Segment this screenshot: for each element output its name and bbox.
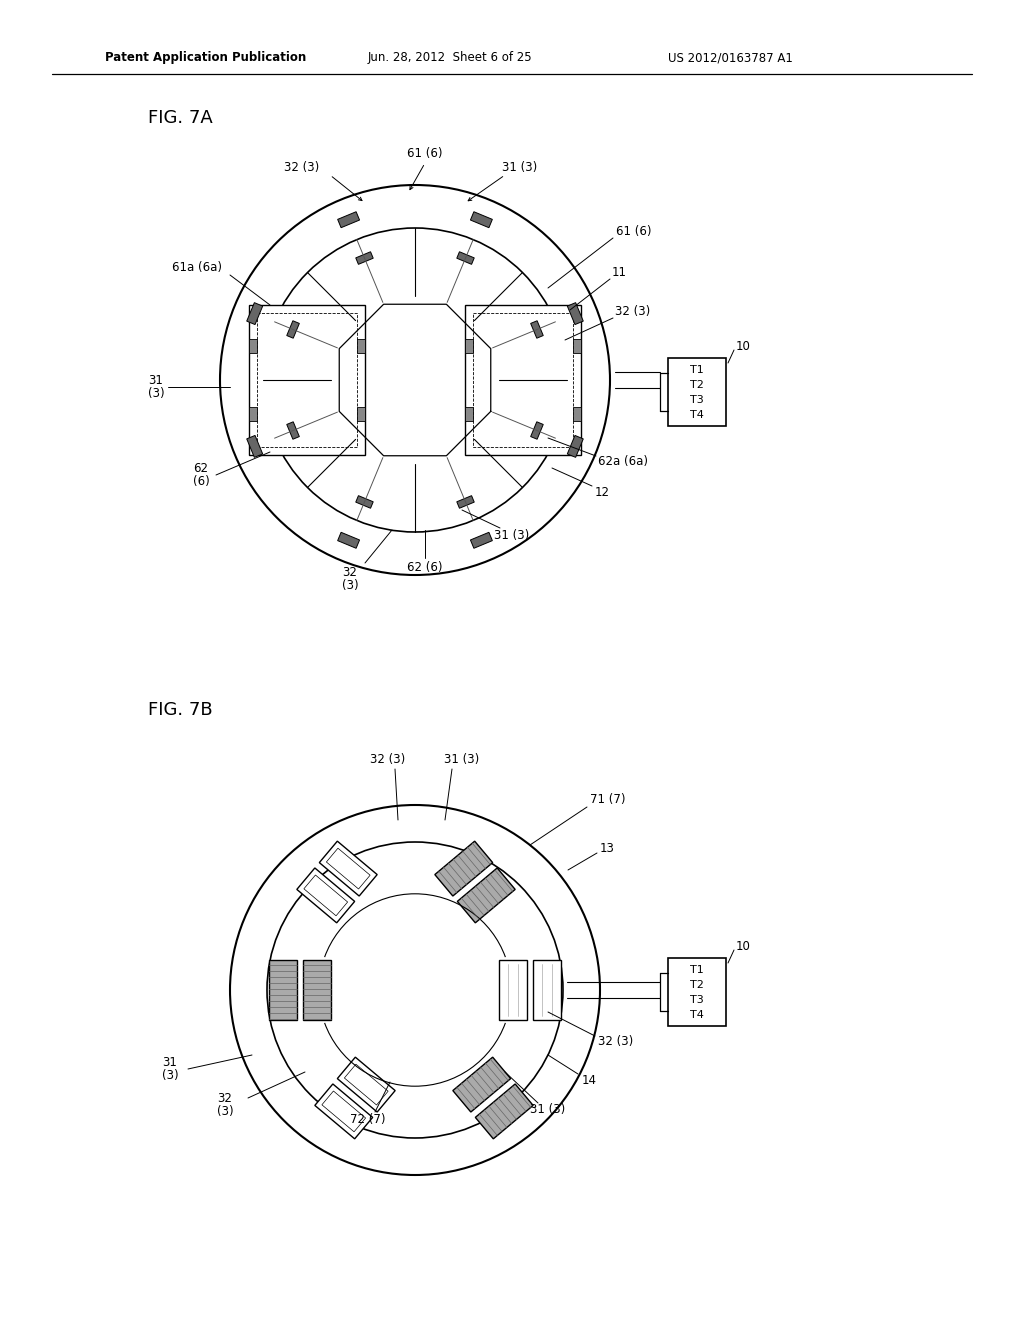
Polygon shape — [355, 495, 373, 508]
Text: 31: 31 — [162, 1056, 177, 1068]
Text: (6): (6) — [193, 475, 210, 488]
Text: US 2012/0163787 A1: US 2012/0163787 A1 — [668, 51, 793, 65]
Polygon shape — [457, 252, 474, 264]
Text: T3: T3 — [690, 995, 703, 1005]
Text: 61a (6a): 61a (6a) — [172, 261, 222, 275]
Bar — [465, 305, 581, 455]
Text: T2: T2 — [690, 979, 703, 990]
Polygon shape — [470, 211, 493, 227]
Text: 32 (3): 32 (3) — [615, 305, 650, 318]
Bar — [465, 407, 473, 421]
Text: (3): (3) — [148, 388, 165, 400]
Text: Patent Application Publication: Patent Application Publication — [105, 51, 306, 65]
Text: 31 (3): 31 (3) — [503, 161, 538, 174]
Polygon shape — [355, 252, 373, 264]
Text: 71 (7): 71 (7) — [590, 793, 626, 807]
Text: 13: 13 — [600, 842, 614, 854]
Polygon shape — [530, 321, 544, 338]
Polygon shape — [247, 302, 263, 325]
Text: 14: 14 — [582, 1073, 597, 1086]
Text: 32: 32 — [343, 565, 357, 578]
Text: 11: 11 — [612, 267, 627, 280]
Polygon shape — [453, 1057, 511, 1111]
Bar — [357, 407, 365, 421]
Polygon shape — [287, 422, 299, 440]
Text: (3): (3) — [162, 1069, 178, 1082]
Polygon shape — [567, 436, 584, 457]
Polygon shape — [475, 1084, 534, 1139]
Polygon shape — [530, 422, 544, 440]
Polygon shape — [297, 869, 354, 923]
Bar — [465, 339, 473, 354]
Bar — [668, 958, 726, 1026]
Text: T2: T2 — [690, 380, 703, 389]
Polygon shape — [247, 436, 263, 457]
Text: 72 (7): 72 (7) — [350, 1114, 386, 1126]
Polygon shape — [458, 869, 515, 923]
Text: 32 (3): 32 (3) — [371, 754, 406, 767]
Text: 32: 32 — [217, 1092, 232, 1105]
Bar — [303, 960, 331, 1020]
Text: 32 (3): 32 (3) — [598, 1035, 633, 1048]
Text: 62a (6a): 62a (6a) — [598, 455, 648, 469]
Text: 61 (6): 61 (6) — [616, 226, 651, 239]
Text: T3: T3 — [690, 395, 703, 405]
Bar — [249, 305, 365, 455]
Text: T1: T1 — [690, 965, 703, 975]
Text: 62: 62 — [193, 462, 208, 474]
Text: 31: 31 — [148, 374, 163, 387]
Polygon shape — [470, 532, 493, 548]
Bar — [257, 313, 357, 447]
Bar — [357, 339, 365, 354]
Bar — [249, 407, 257, 421]
Text: T4: T4 — [690, 411, 703, 420]
Text: Jun. 28, 2012  Sheet 6 of 25: Jun. 28, 2012 Sheet 6 of 25 — [368, 51, 532, 65]
Text: 31 (3): 31 (3) — [530, 1104, 565, 1117]
Polygon shape — [287, 321, 299, 338]
Polygon shape — [314, 1084, 373, 1139]
Text: T4: T4 — [690, 1010, 703, 1020]
Text: FIG. 7A: FIG. 7A — [148, 110, 213, 127]
Text: 61 (6): 61 (6) — [408, 148, 442, 161]
Text: (3): (3) — [342, 579, 358, 593]
Polygon shape — [567, 302, 584, 325]
Text: 12: 12 — [595, 486, 610, 499]
Bar — [249, 339, 257, 354]
Text: 32 (3): 32 (3) — [285, 161, 319, 174]
Text: FIG. 7B: FIG. 7B — [148, 701, 213, 719]
Polygon shape — [337, 1057, 395, 1111]
Polygon shape — [338, 532, 359, 548]
Polygon shape — [338, 211, 359, 227]
Bar — [573, 407, 581, 421]
Bar — [473, 313, 573, 447]
Text: 62 (6): 62 (6) — [408, 561, 442, 574]
Bar — [269, 960, 297, 1020]
Bar — [668, 358, 726, 426]
Polygon shape — [435, 841, 493, 896]
Bar — [573, 339, 581, 354]
Polygon shape — [457, 495, 474, 508]
Text: T1: T1 — [690, 366, 703, 375]
Text: (3): (3) — [217, 1106, 233, 1118]
Text: 31 (3): 31 (3) — [495, 529, 529, 543]
Polygon shape — [319, 841, 377, 896]
Bar — [534, 960, 561, 1020]
Text: 10: 10 — [736, 940, 751, 953]
Text: 31 (3): 31 (3) — [444, 754, 479, 767]
Bar — [499, 960, 527, 1020]
Text: 10: 10 — [736, 339, 751, 352]
